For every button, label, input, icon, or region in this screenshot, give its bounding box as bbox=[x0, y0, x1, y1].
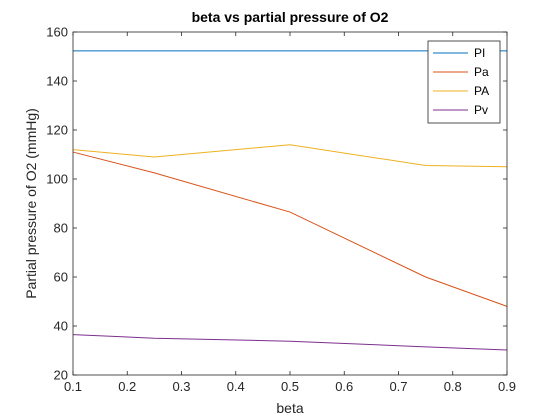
series-line-pv bbox=[72, 334, 508, 351]
y-tick-label: 20 bbox=[54, 368, 68, 383]
legend-label-pv: Pv bbox=[474, 103, 488, 117]
series-line-pa bbox=[72, 151, 508, 307]
x-tick-label: 0.7 bbox=[389, 379, 407, 394]
ticks-layer: 0.1 0.2 0.3 0.4 0.5 0.6 0.7 0.8 0.9 20 40 60 80 100 12… bbox=[46, 25, 516, 395]
y-tick-label: 120 bbox=[46, 123, 68, 138]
legend: PI Pa PA Pv bbox=[427, 40, 501, 124]
chart-title: beta vs partial pressure of O2 bbox=[192, 9, 389, 25]
legend-label-pa: PA bbox=[474, 84, 489, 98]
x-tick-label: 0.3 bbox=[172, 379, 190, 394]
y-tick-label: 80 bbox=[54, 221, 68, 236]
legend-label-pa: Pa bbox=[474, 65, 489, 79]
y-axis-title: Partial pressure of O2 (mmHg) bbox=[23, 108, 39, 299]
y-tick-label: 160 bbox=[46, 25, 68, 40]
x-tick-label: 0.2 bbox=[118, 379, 136, 394]
x-tick-label: 0.6 bbox=[335, 379, 353, 394]
y-tick-label: 40 bbox=[54, 319, 68, 334]
legend-label-pi: PI bbox=[474, 46, 485, 60]
x-tick-label: 0.4 bbox=[227, 379, 245, 394]
series-line-pa bbox=[72, 144, 508, 168]
x-axis-title: beta bbox=[276, 400, 303, 416]
y-tick-label: 140 bbox=[46, 74, 68, 89]
x-tick-label: 0.1 bbox=[64, 379, 82, 394]
y-tick-label: 100 bbox=[46, 172, 68, 187]
x-tick-label: 0.8 bbox=[444, 379, 462, 394]
y-tick-label: 60 bbox=[54, 270, 68, 285]
x-tick-label: 0.5 bbox=[281, 379, 299, 394]
x-tick-label: 0.9 bbox=[498, 379, 516, 394]
legend-box bbox=[427, 40, 501, 124]
